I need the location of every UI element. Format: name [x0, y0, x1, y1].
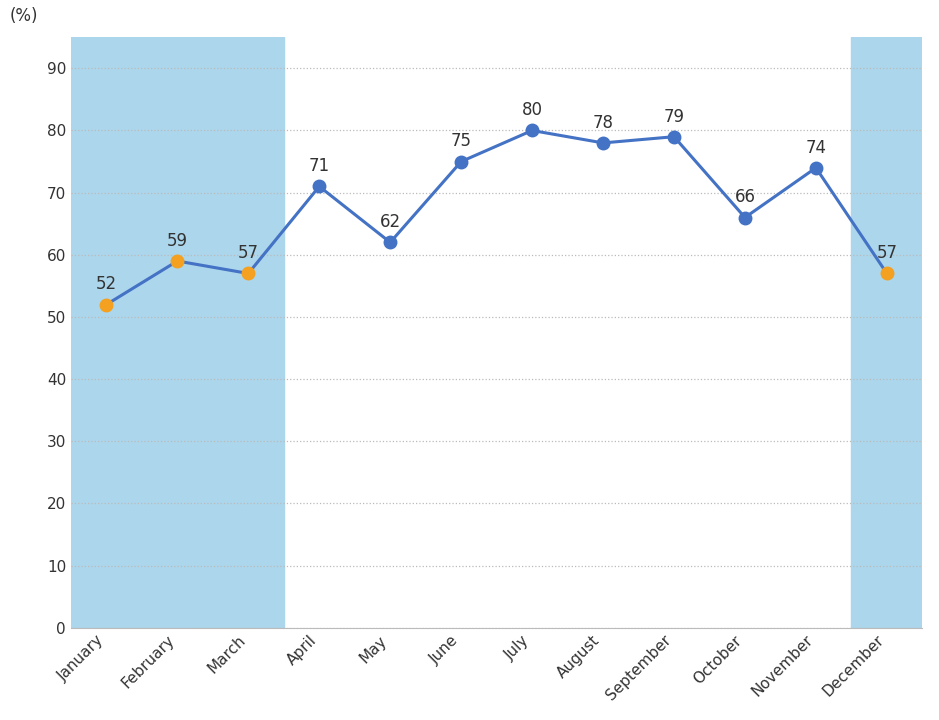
Text: 80: 80 [521, 102, 543, 120]
Bar [852, 37, 922, 628]
Text: 62: 62 [379, 213, 401, 231]
Text: 74: 74 [806, 139, 826, 157]
Text: 75: 75 [451, 132, 471, 150]
Text: 57: 57 [238, 244, 259, 262]
Text: 57: 57 [876, 244, 898, 262]
Text: 71: 71 [309, 158, 330, 176]
Y-axis label: (%): (%) [10, 7, 38, 25]
Text: 52: 52 [96, 276, 117, 294]
Text: 78: 78 [593, 114, 613, 132]
Bar [71, 37, 284, 628]
Text: 66: 66 [734, 189, 756, 207]
Text: 59: 59 [167, 232, 188, 250]
Text: 79: 79 [664, 107, 685, 125]
